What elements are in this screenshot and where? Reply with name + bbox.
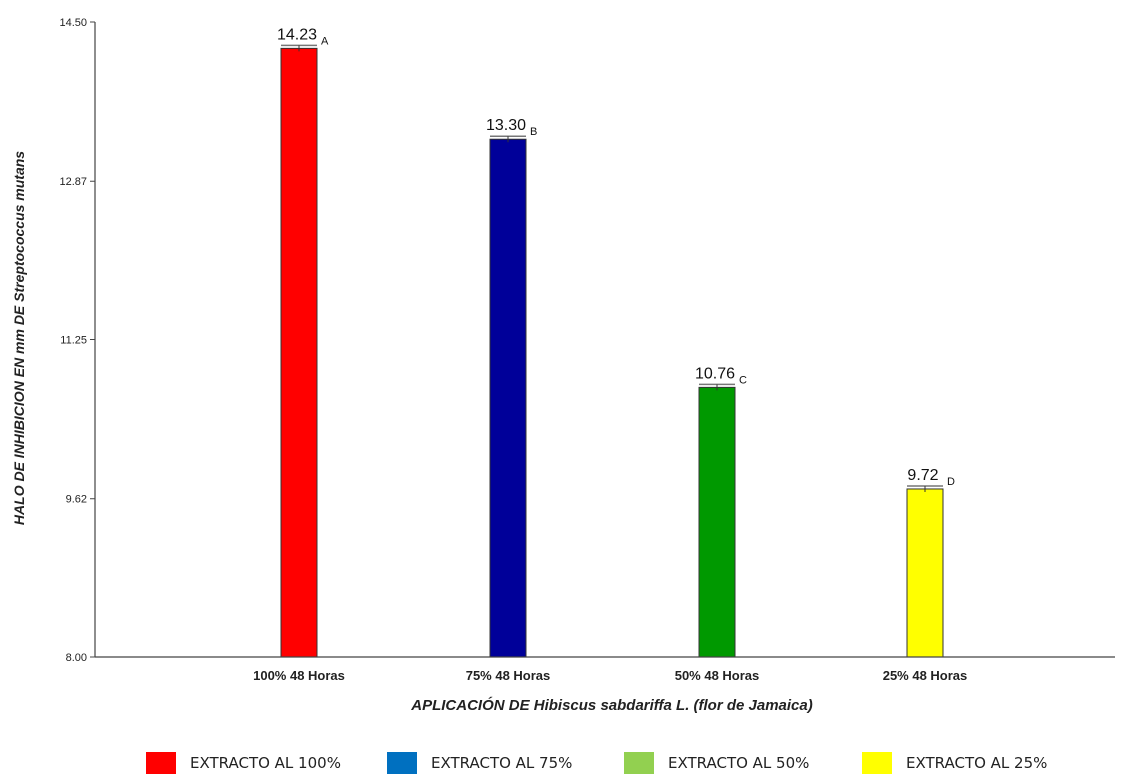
bar [489,138,527,658]
legend-item: EXTRACTO AL 50% [624,752,809,774]
legend-swatch [387,752,417,774]
value-label: 14.23 [277,26,317,43]
x-axis-label: APLICACIÓN DE Hibiscus sabdariffa L. (fl… [410,696,812,714]
y-tick-label: 11.25 [60,335,87,347]
y-tick-label: 14.50 [59,17,87,29]
bar [906,488,944,658]
legend: EXTRACTO AL 100% EXTRACTO AL 75% EXTRACTO … [0,752,1126,776]
legend-label: EXTRACTO AL 100% [190,754,341,772]
y-axis-ticks: 8.00 9.62 11.25 12.87 14.50 [59,17,95,664]
legend-item: EXTRACTO AL 25% [862,752,1047,774]
bar [280,47,318,658]
group-letter: B [530,126,537,138]
y-tick-label: 12.87 [59,176,87,188]
y-tick-label: 8.00 [66,652,87,664]
x-axis-ticks: 100% 48 Horas 75% 48 Horas 50% 48 Horas 25%… [253,668,967,683]
group-letter: A [321,35,329,47]
legend-item: EXTRACTO AL 100% [146,752,341,774]
legend-label: EXTRACTO AL 75% [431,754,573,772]
legend-swatch [624,752,654,774]
legend-label: EXTRACTO AL 25% [906,754,1048,772]
bar-chart: 8.00 9.62 11.25 12.87 14.50 14.23 A 13.30 B 10.7… [11,17,1115,714]
group-letter: D [947,476,955,488]
x-tick-label: 100% 48 Horas [253,668,345,683]
group-letter: C [739,374,747,386]
value-label: 13.30 [486,117,526,134]
value-label: 9.72 [907,467,938,484]
value-label: 10.76 [695,365,735,382]
y-tick-label: 9.62 [66,494,87,506]
legend-label: EXTRACTO AL 50% [668,754,810,772]
x-tick-label: 25% 48 Horas [883,668,968,683]
legend-swatch [862,752,892,774]
x-tick-label: 50% 48 Horas [675,668,760,683]
legend-item: EXTRACTO AL 75% [387,752,572,774]
bars: 14.23 A 13.30 B 10.76 C 9.72 D [277,26,955,658]
bar [698,386,736,658]
y-axis-label: HALO DE INHIBICION EN mm DE Streptococcu… [11,151,27,525]
legend-swatch [146,752,176,774]
x-tick-label: 75% 48 Horas [466,668,551,683]
